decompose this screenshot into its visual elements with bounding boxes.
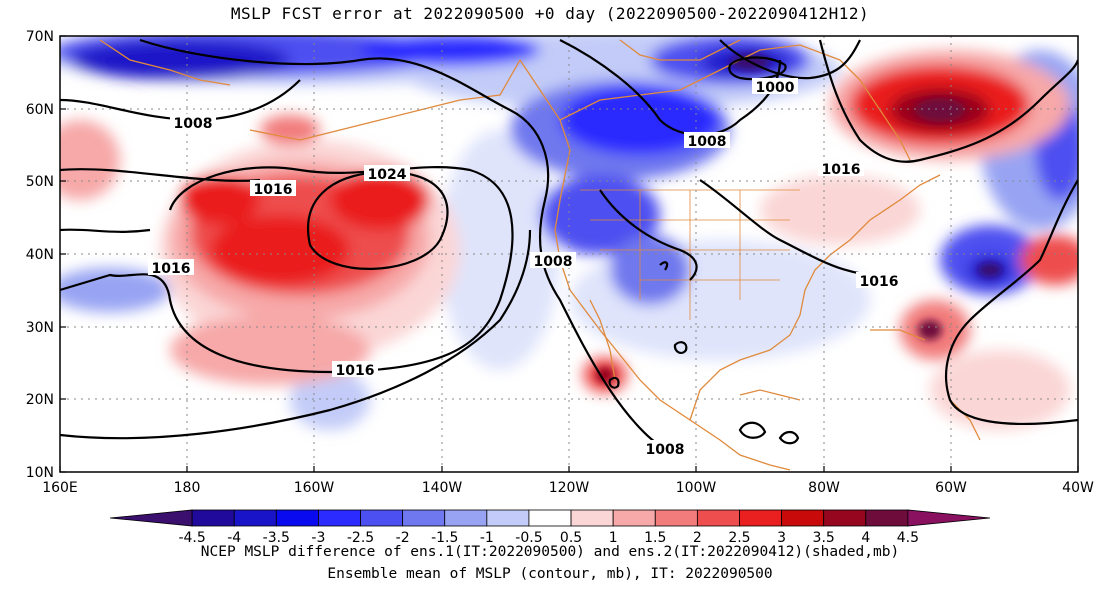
colorbar-label: -3 bbox=[311, 530, 325, 546]
axis-ticks bbox=[59, 35, 1079, 473]
lon-label-160w: 160W bbox=[294, 480, 335, 496]
colorbar-swatch-7 bbox=[444, 509, 488, 527]
colorbar-swatch-0 bbox=[109, 509, 193, 527]
longitude-labels: 160E 180 160W 140W 120W 100W 80W 60W 40W bbox=[42, 480, 1094, 496]
contour-label-1008-a: 1008 bbox=[174, 116, 213, 132]
colorbar-label: 2.5 bbox=[728, 530, 750, 546]
lon-label-100w: 100W bbox=[676, 480, 717, 496]
colorbar-label: -1.5 bbox=[431, 530, 458, 546]
lat-label-60n: 60N bbox=[26, 102, 54, 118]
colorbar-swatch-14 bbox=[739, 509, 782, 527]
colorbar-label: 1.5 bbox=[644, 530, 666, 546]
colorbar-swatch-1 bbox=[191, 509, 235, 527]
colorbar-swatch-9 bbox=[528, 509, 572, 527]
colorbar-swatch-4 bbox=[318, 509, 361, 527]
colorbar-label: -2 bbox=[396, 530, 410, 546]
contour-label-1000: 1000 bbox=[756, 80, 795, 96]
colorbar-swatch-12 bbox=[654, 509, 698, 527]
contour-label-1016-b: 1016 bbox=[152, 261, 191, 277]
lat-label-10n: 10N bbox=[26, 465, 54, 481]
lon-label-140w: 140W bbox=[422, 480, 463, 496]
colorbar-label: 3 bbox=[777, 530, 786, 546]
colorbar-label: -4.5 bbox=[178, 530, 205, 546]
colorbar: -4.5 -4 -3.5 -3 -2.5 -2 -1.5 -1 -0.5 0.5 1 1.5 2 2.5 3… bbox=[109, 509, 991, 546]
coastlines bbox=[99, 39, 981, 471]
shaded-difference-field bbox=[60, 36, 1078, 430]
colorbar-swatch-11 bbox=[612, 509, 656, 527]
lon-label-80w: 80W bbox=[808, 480, 840, 496]
lat-label-30n: 30N bbox=[26, 320, 54, 336]
colorbar-label: 2 bbox=[693, 530, 702, 546]
contour-label-1008-b: 1008 bbox=[688, 134, 727, 150]
lon-label-160e: 160E bbox=[42, 480, 78, 496]
colorbar-label: 4 bbox=[861, 530, 870, 546]
lat-label-20n: 20N bbox=[26, 392, 54, 408]
contour-label-1008-c: 1008 bbox=[534, 254, 573, 270]
colorbar-label: 1 bbox=[609, 530, 618, 546]
colorbar-swatch-5 bbox=[360, 509, 404, 527]
colorbar-swatch-15 bbox=[781, 509, 825, 527]
colorbar-swatch-18 bbox=[907, 509, 991, 527]
contour-label-1016-c: 1016 bbox=[336, 363, 375, 379]
colorbar-swatch-6 bbox=[402, 509, 446, 527]
colorbar-swatch-17 bbox=[865, 509, 909, 527]
colorbar-label: -2.5 bbox=[347, 530, 374, 546]
mslp-contours bbox=[60, 38, 1078, 446]
lat-label-70n: 70N bbox=[26, 29, 54, 45]
lon-label-40w: 40W bbox=[1062, 480, 1094, 496]
colorbar-label: 3.5 bbox=[813, 530, 835, 546]
colorbar-label: -4 bbox=[227, 530, 241, 546]
contour-label-1008-d: 1008 bbox=[646, 442, 685, 458]
contour-labels: 1000 1008 1008 1008 1008 1016 1016 1016 … bbox=[148, 78, 902, 458]
contour-label-1024: 1024 bbox=[368, 167, 407, 183]
colorbar-label: -0.5 bbox=[515, 530, 542, 546]
colorbar-label: -3.5 bbox=[263, 530, 290, 546]
colorbar-swatch-8 bbox=[486, 509, 530, 527]
contour-label-1016-e: 1016 bbox=[860, 274, 899, 290]
colorbar-swatch-13 bbox=[696, 509, 740, 527]
colorbar-label: -1 bbox=[480, 530, 494, 546]
colorbar-swatch-2 bbox=[233, 509, 277, 527]
lon-label-60w: 60W bbox=[935, 480, 967, 496]
colorbar-label: 4.5 bbox=[897, 530, 919, 546]
contour-label-1016-d: 1016 bbox=[822, 162, 861, 178]
lon-label-120w: 120W bbox=[549, 480, 590, 496]
caption-contour: Ensemble mean of MSLP (contour, mb), IT:… bbox=[327, 566, 773, 582]
colorbar-label: 0.5 bbox=[560, 530, 582, 546]
lat-label-40n: 40N bbox=[26, 247, 54, 263]
colorbar-swatch-10 bbox=[570, 509, 614, 527]
colorbar-swatch-3 bbox=[275, 509, 319, 527]
lat-label-50n: 50N bbox=[26, 174, 54, 190]
latitude-labels: 70N 60N 50N 40N 30N 20N 10N bbox=[26, 29, 54, 481]
colorbar-swatch-16 bbox=[823, 509, 867, 527]
lon-label-180: 180 bbox=[174, 480, 201, 496]
caption-shading: NCEP MSLP difference of ens.1(IT:2022090… bbox=[200, 544, 900, 560]
map-title: MSLP FCST error at 2022090500 +0 day (20… bbox=[230, 4, 870, 23]
contour-label-1016-a: 1016 bbox=[254, 182, 293, 198]
